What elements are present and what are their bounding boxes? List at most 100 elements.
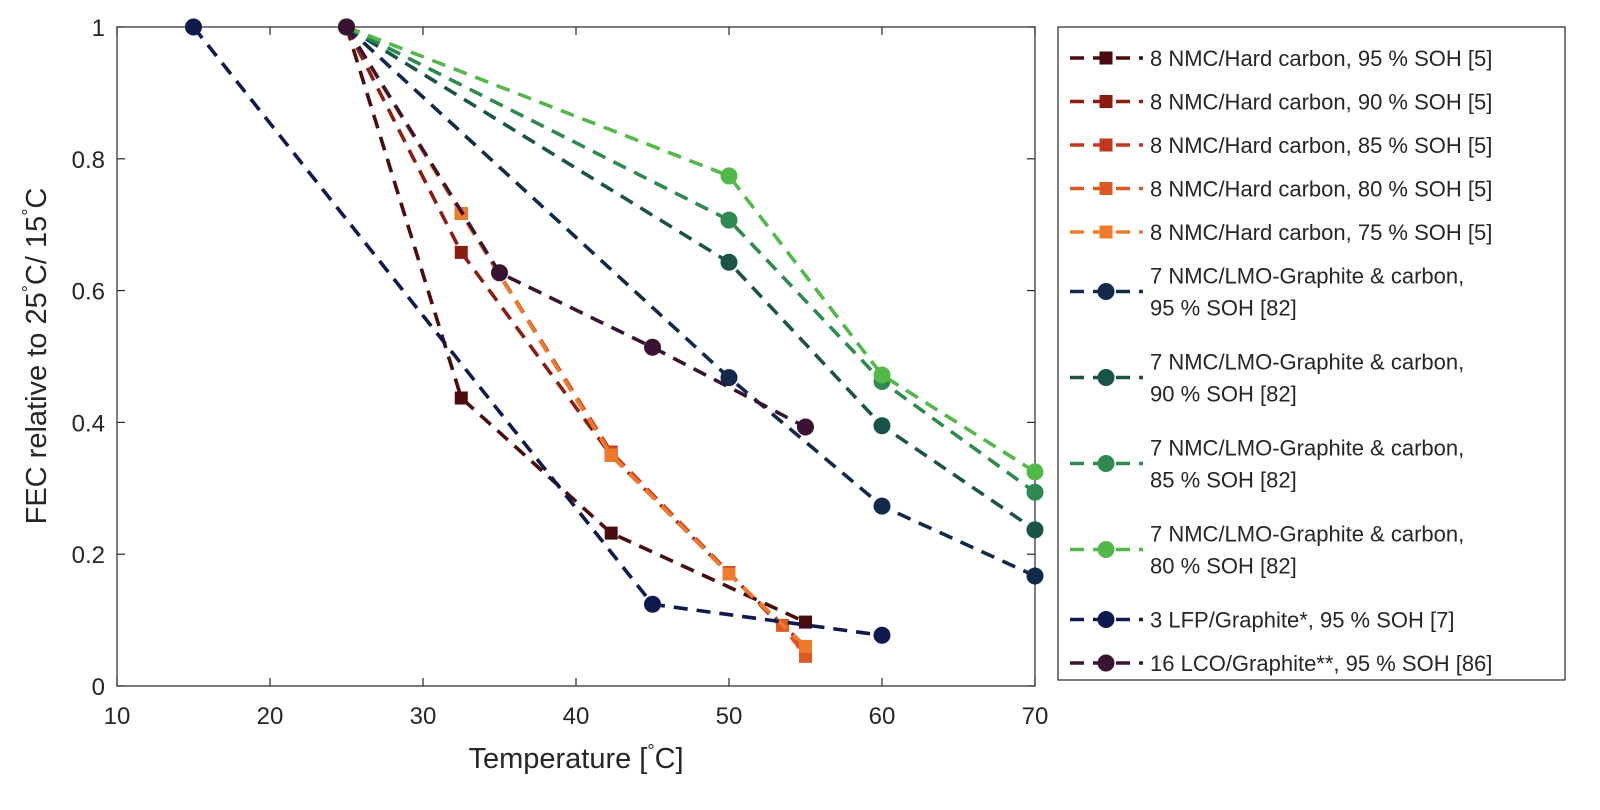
y-tick: 1 bbox=[92, 15, 1035, 42]
x-tick-label: 40 bbox=[563, 703, 590, 730]
data-point bbox=[1026, 521, 1044, 539]
data-point bbox=[720, 369, 738, 387]
x-tick-label: 20 bbox=[257, 703, 284, 730]
x-tick: 40 bbox=[563, 27, 590, 730]
data-point bbox=[873, 366, 891, 384]
y-tick: 0.2 bbox=[72, 542, 1035, 569]
data-point bbox=[185, 18, 202, 36]
y-tick-label: 0.4 bbox=[72, 410, 105, 437]
legend-swatch-marker bbox=[1097, 654, 1115, 672]
data-point bbox=[873, 626, 891, 644]
x-tick-label: 10 bbox=[104, 703, 131, 730]
series-9 bbox=[185, 18, 891, 644]
x-tick-label: 70 bbox=[1022, 703, 1049, 730]
y-tick-label: 0.8 bbox=[72, 147, 105, 174]
legend-label: 7 NMC/LMO-Graphite & carbon, bbox=[1150, 436, 1464, 461]
legend-label: 8 NMC/Hard carbon, 75 % SOH [5] bbox=[1150, 220, 1492, 245]
series-line bbox=[344, 26, 807, 429]
data-point bbox=[1026, 463, 1044, 481]
legend-swatch-marker bbox=[1097, 455, 1115, 472]
x-tick: 20 bbox=[257, 27, 284, 730]
legend-item: 8 NMC/Hard carbon, 85 % SOH [5] bbox=[1070, 133, 1492, 158]
data-point bbox=[491, 264, 508, 282]
data-point bbox=[722, 567, 736, 581]
x-tick: 70 bbox=[1022, 27, 1049, 730]
y-tick-label: 0.2 bbox=[72, 542, 105, 569]
legend-item: 7 NMC/LMO-Graphite & carbon, 95 % SOH [82… bbox=[1070, 264, 1464, 321]
series-line bbox=[345, 25, 1037, 494]
data-point bbox=[644, 595, 661, 613]
data-point bbox=[338, 18, 355, 36]
data-point bbox=[604, 448, 618, 462]
data-point bbox=[799, 615, 812, 629]
data-point bbox=[1026, 567, 1044, 585]
data-point bbox=[454, 245, 468, 259]
series-line bbox=[344, 26, 807, 648]
legend-label: 8 NMC/Hard carbon, 95 % SOH [5] bbox=[1150, 46, 1492, 71]
legend-label: 16 LCO/Graphite**, 95 % SOH [86] bbox=[1150, 651, 1492, 676]
series-line bbox=[345, 25, 1036, 474]
legend: 8 NMC/Hard carbon, 95 % SOH [5] 8 NMC/Har… bbox=[1070, 46, 1492, 676]
legend-label: 90 % SOH [82] bbox=[1150, 382, 1297, 407]
legend-item: 8 NMC/Hard carbon, 90 % SOH [5] bbox=[1070, 90, 1492, 115]
legend-item: 7 NMC/LMO-Graphite & carbon, 90 % SOH [82… bbox=[1070, 350, 1464, 407]
plot-area bbox=[116, 26, 1036, 687]
legend-label: 8 NMC/Hard carbon, 80 % SOH [5] bbox=[1150, 177, 1492, 202]
x-tick-label: 50 bbox=[716, 703, 743, 730]
data-point bbox=[873, 497, 891, 515]
x-tick: 60 bbox=[869, 27, 896, 730]
data-point bbox=[1026, 483, 1044, 501]
data-point bbox=[799, 639, 812, 653]
y-tick: 0 bbox=[92, 674, 1035, 701]
legend-item: 7 NMC/LMO-Graphite & carbon, 80 % SOH [82… bbox=[1070, 522, 1464, 579]
axis-ticks: 10 20 30 40 50 60 70 0 0.2 0.4 0.6 0.8 1 bbox=[72, 15, 1049, 730]
y-tick-label: 0.6 bbox=[72, 279, 105, 306]
y-tick: 0.8 bbox=[72, 147, 1035, 174]
legend-label: 8 NMC/Hard carbon, 90 % SOH [5] bbox=[1150, 90, 1492, 115]
legend-item: 8 NMC/Hard carbon, 80 % SOH [5] bbox=[1070, 177, 1492, 202]
legend-item: 3 LFP/Graphite*, 95 % SOH [7] bbox=[1070, 608, 1454, 633]
series-line bbox=[345, 25, 1037, 532]
legend-item: 8 NMC/Hard carbon, 75 % SOH [5] bbox=[1070, 220, 1492, 245]
data-point bbox=[720, 167, 738, 185]
data-point bbox=[720, 253, 738, 271]
x-tick-label: 30 bbox=[410, 703, 437, 730]
legend-swatch-marker bbox=[1097, 541, 1115, 558]
legend-item: 8 NMC/Hard carbon, 95 % SOH [5] bbox=[1070, 46, 1492, 71]
data-point bbox=[604, 526, 618, 540]
legend-swatch-marker bbox=[1099, 182, 1113, 195]
legend-label: 95 % SOH [82] bbox=[1150, 296, 1297, 321]
legend-swatch-marker bbox=[1097, 369, 1115, 386]
legend-swatch-marker bbox=[1099, 138, 1113, 152]
legend-swatch-marker bbox=[1099, 51, 1113, 65]
x-tick-label: 60 bbox=[869, 703, 896, 730]
y-tick-label: 0 bbox=[92, 674, 105, 701]
y-axis-label: FEC relative to 25°C/ 15°C bbox=[19, 188, 53, 525]
legend-label: 7 NMC/LMO-Graphite & carbon, bbox=[1150, 350, 1464, 375]
series-line bbox=[345, 25, 1036, 578]
y-tick: 0.4 bbox=[72, 410, 1035, 437]
data-point bbox=[797, 418, 814, 436]
x-tick: 10 bbox=[104, 27, 131, 730]
legend-item: 7 NMC/LMO-Graphite & carbon, 85 % SOH [82… bbox=[1070, 436, 1464, 493]
series-line bbox=[344, 26, 807, 624]
data-point bbox=[720, 211, 738, 229]
x-tick: 30 bbox=[410, 27, 437, 730]
legend-label: 80 % SOH [82] bbox=[1150, 554, 1297, 579]
legend-swatch-marker bbox=[1097, 611, 1115, 628]
data-point bbox=[873, 417, 891, 435]
legend-swatch-marker bbox=[1099, 95, 1113, 108]
legend-label: 7 NMC/LMO-Graphite & carbon, bbox=[1150, 264, 1464, 289]
series-group bbox=[185, 18, 1044, 663]
legend-item: 16 LCO/Graphite**, 95 % SOH [86] bbox=[1070, 651, 1492, 676]
legend-box bbox=[1057, 26, 1566, 681]
legend-label: 7 NMC/LMO-Graphite & carbon, bbox=[1150, 522, 1464, 547]
y-tick: 0.6 bbox=[72, 279, 1035, 306]
series-10 bbox=[338, 18, 814, 436]
data-point bbox=[644, 338, 661, 356]
legend-label: 8 NMC/Hard carbon, 85 % SOH [5] bbox=[1150, 133, 1492, 158]
x-tick: 50 bbox=[716, 27, 743, 730]
legend-swatch-marker bbox=[1099, 225, 1113, 239]
x-axis-label: Temperature [°C] bbox=[468, 741, 683, 775]
